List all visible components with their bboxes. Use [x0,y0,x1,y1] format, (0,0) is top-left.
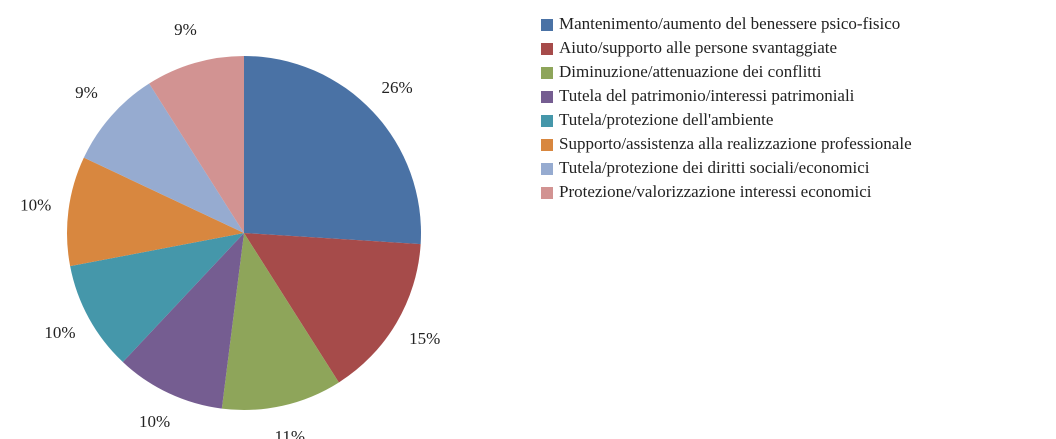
legend-swatch [541,163,553,175]
data-label: 10% [20,196,51,215]
data-label: 10% [44,323,75,342]
legend-label: Tutela/protezione dell'ambiente [559,110,773,129]
legend-swatch [541,91,553,103]
pie-slice [244,233,421,383]
data-label: 9% [75,83,98,102]
pie-slice [122,233,244,409]
legend-swatch [541,67,553,79]
pie-slice [83,83,244,233]
legend-swatch [541,115,553,127]
legend-swatch [541,187,553,199]
data-label: 11% [275,427,306,439]
legend-swatch [541,43,553,55]
data-label: 9% [174,20,197,39]
legend-swatch [541,19,553,31]
pie-slice [149,56,244,233]
legend-label: Tutela/protezione dei diritti sociali/ec… [559,158,870,177]
legend-label: Aiuto/supporto alle persone svantaggiate [559,38,837,57]
legend-label: Diminuzione/attenuazione dei conflitti [559,62,822,81]
pie-slice [244,56,422,245]
data-label: 10% [139,412,170,431]
pie-slice [66,157,244,267]
legend-label: Mantenimento/aumento del benessere psico… [559,14,900,33]
legend-label: Protezione/valorizzazione interessi econ… [559,182,872,201]
legend-swatch [541,139,553,151]
data-label: 26% [381,78,412,97]
pie-slice [221,233,339,410]
legend-label: Supporto/assistenza alla realizzazione p… [559,134,912,153]
data-label: 15% [409,329,440,348]
legend-label: Tutela del patrimonio/interessi patrimon… [559,86,855,105]
pie-slice [70,233,244,363]
